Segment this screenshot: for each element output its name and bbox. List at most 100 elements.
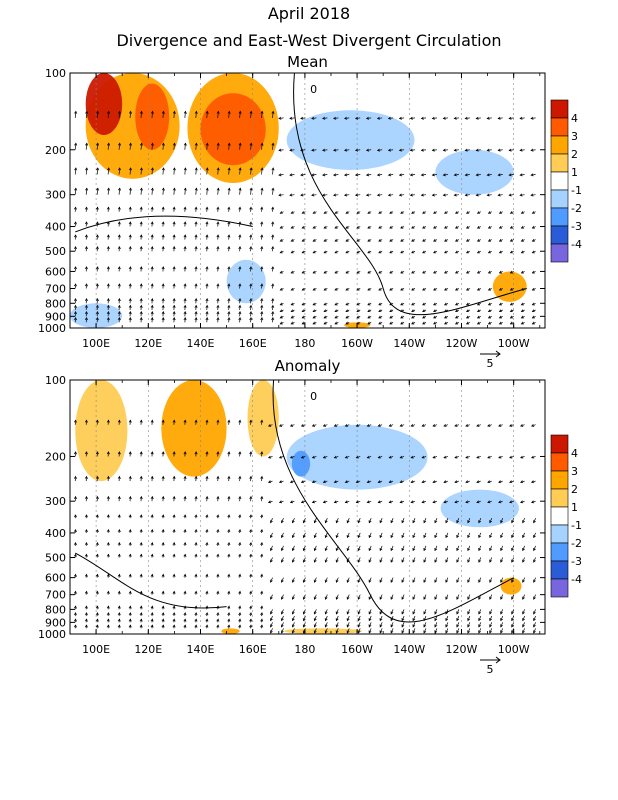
- vector-arrow-head: [139, 541, 143, 546]
- vector-arrow-head: [172, 541, 176, 546]
- vector-arrow-head: [117, 612, 121, 616]
- vector-arrow-head: [106, 612, 110, 616]
- vector-arrow-head: [465, 309, 470, 313]
- vector-arrow-head: [194, 495, 198, 500]
- vector-arrow: [500, 622, 504, 628]
- vector-arrow-head: [161, 624, 165, 628]
- vector-arrow-head: [118, 167, 122, 171]
- vector-arrow: [322, 117, 328, 119]
- vector-arrow-head: [183, 298, 187, 302]
- vector-arrow-head: [531, 480, 535, 484]
- vector-arrow-head: [279, 287, 283, 291]
- vector-arrow-head: [478, 618, 482, 622]
- vector-arrow: [206, 111, 208, 118]
- vector-arrow-head: [183, 110, 187, 114]
- colorbar-box: [550, 153, 569, 173]
- vector-arrow: [368, 532, 372, 538]
- vector-arrow-head: [489, 534, 492, 539]
- vector-arrow-head: [368, 520, 372, 524]
- colorbar-box: [550, 117, 569, 137]
- vector-arrow-head: [271, 311, 275, 315]
- vector-arrow-head: [238, 317, 242, 321]
- vector-arrow-head: [500, 611, 503, 615]
- vector-arrow-head: [139, 234, 143, 238]
- vector-arrow-head: [216, 573, 220, 577]
- vector-arrow-head: [271, 142, 275, 146]
- vector-arrow-head: [498, 455, 502, 459]
- vector-arrow-head: [280, 611, 284, 615]
- vector-arrow-head: [267, 423, 272, 427]
- vector-arrow-head: [522, 547, 525, 552]
- vector-arrow: [465, 117, 470, 119]
- vector-arrow-head: [216, 187, 220, 191]
- vector-arrow: [489, 615, 493, 621]
- vector-arrow-head: [311, 455, 315, 459]
- vector-arrow-head: [150, 618, 154, 622]
- vector-arrow: [421, 117, 427, 119]
- vector-arrow-head: [365, 173, 370, 177]
- vector-arrow-head: [420, 173, 424, 177]
- vector-arrow-head: [73, 298, 77, 302]
- x-tick-label: 100E: [82, 337, 110, 350]
- vector-arrow: [467, 628, 471, 634]
- vector-arrow-head: [117, 451, 121, 455]
- vector-arrow-head: [269, 547, 273, 552]
- vector-arrow-head: [324, 559, 328, 563]
- vector-arrow-head: [172, 311, 176, 315]
- vector-arrow-head: [367, 287, 371, 291]
- vector-arrow-head: [445, 559, 449, 563]
- vector-arrow-head: [522, 618, 525, 622]
- vector-arrow: [292, 557, 295, 563]
- vector-arrow: [498, 194, 503, 196]
- vector-arrow-head: [161, 618, 165, 622]
- vector-arrow-head: [139, 221, 143, 225]
- vector-arrow: [336, 628, 339, 634]
- vector-arrow-head: [357, 534, 361, 539]
- vector-arrow-head: [311, 116, 315, 120]
- vector-arrow-head: [533, 559, 536, 563]
- vector-arrow-head: [95, 528, 99, 533]
- vector-arrow-head: [511, 630, 514, 634]
- vector-arrow: [300, 194, 306, 196]
- vector-arrow-head: [356, 309, 360, 313]
- vector-arrow: [346, 609, 350, 615]
- vector-arrow: [270, 609, 273, 615]
- vector-arrow-head: [302, 596, 306, 600]
- vector-arrow-head: [227, 283, 231, 287]
- vector-arrow: [531, 149, 536, 151]
- vector-arrow-head: [238, 451, 242, 455]
- vector-arrow: [410, 149, 416, 151]
- vector-arrow-head: [334, 315, 338, 319]
- vector-arrow: [118, 167, 121, 175]
- vector-arrow-head: [73, 311, 77, 315]
- vector-arrow-head: [376, 193, 381, 197]
- vector-arrow-head: [487, 480, 491, 484]
- vector-arrow-head: [487, 423, 491, 427]
- vector-arrow-head: [139, 419, 143, 423]
- vector-arrow: [410, 174, 416, 176]
- vector-arrow-head: [291, 611, 295, 615]
- vector-arrow-head: [345, 309, 349, 313]
- vector-arrow-head: [291, 630, 295, 634]
- vector-arrow: [522, 577, 525, 583]
- vector-arrow: [443, 174, 448, 176]
- vector-arrow-head: [183, 590, 187, 594]
- vector-arrow-head: [128, 618, 132, 622]
- vector-arrow-head: [139, 618, 143, 622]
- vector-arrow: [401, 628, 405, 634]
- vector-arrow: [357, 518, 361, 523]
- vector-arrow-head: [367, 225, 371, 229]
- vector-arrow-head: [313, 579, 317, 583]
- vector-arrow-head: [290, 270, 294, 274]
- vector-arrow-head: [302, 579, 306, 583]
- vector-arrow-head: [344, 423, 348, 427]
- vector-arrow-head: [95, 514, 99, 518]
- x-tick-label: 120E: [134, 643, 162, 656]
- vector-arrow: [434, 518, 438, 523]
- vector-arrow-head: [106, 206, 110, 210]
- vector-arrow-head: [390, 534, 394, 539]
- vector-arrow-head: [467, 618, 471, 622]
- vector-arrow-head: [227, 451, 231, 455]
- vector-arrow: [410, 194, 416, 196]
- vector-arrow-head: [497, 193, 501, 197]
